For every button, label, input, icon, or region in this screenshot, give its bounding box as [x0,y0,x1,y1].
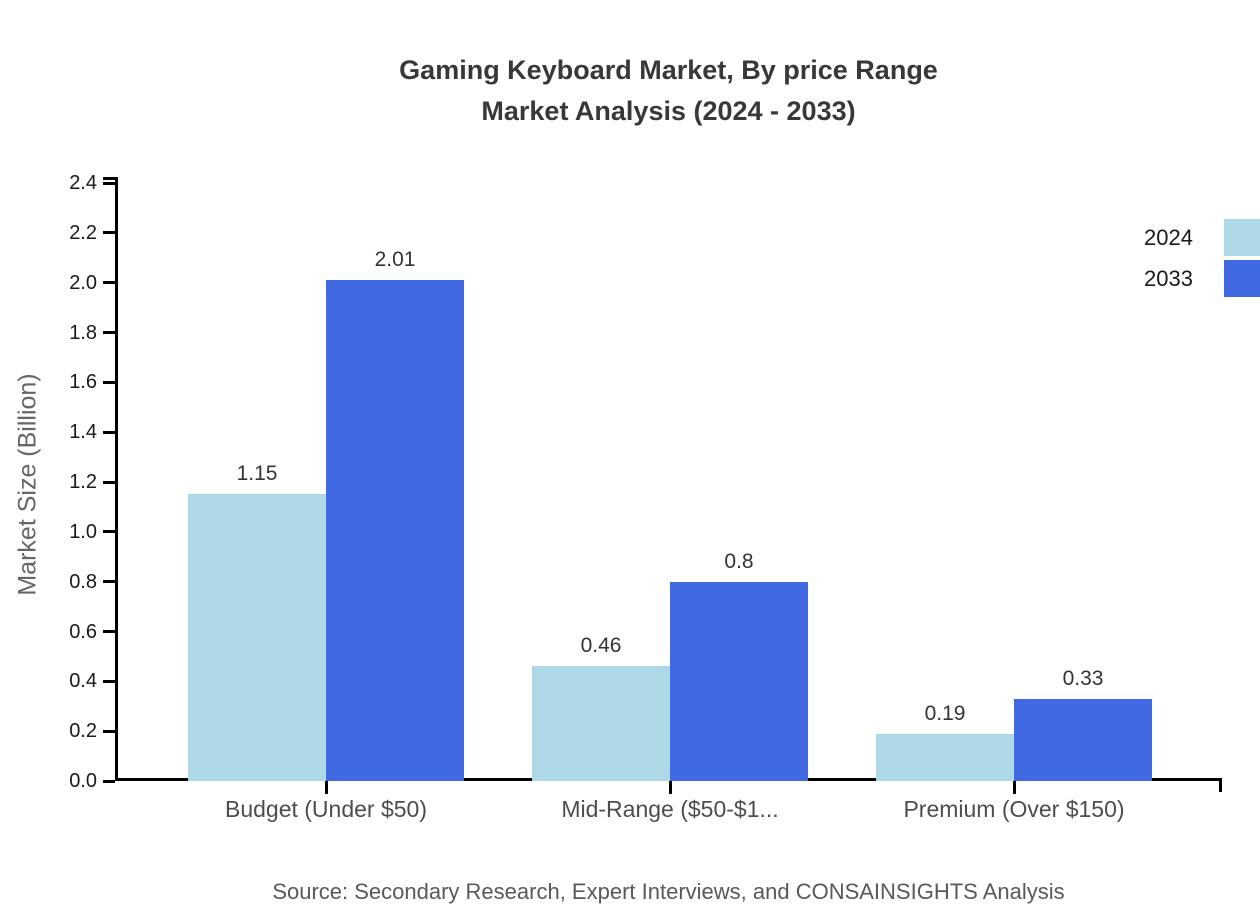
bar-2033-1[interactable] [670,581,808,781]
chart-title: Gaming Keyboard Market, By price Range M… [115,50,1222,132]
y-axis-tick-label: 1.6 [69,371,97,394]
legend-item-2024[interactable]: 2024 [1144,219,1260,256]
y-axis-tick-label: 0.6 [69,620,97,643]
y-axis-tick-label: 2.2 [69,221,97,244]
y-axis-tick [103,530,115,534]
bar-value-label: 0.19 [924,701,966,725]
legend-label-2033: 2033 [1144,265,1193,291]
y-axis-tick [103,331,115,334]
y-axis-top-cap [103,177,118,180]
x-axis-tick [668,781,672,794]
bar-value-label: 0.8 [724,549,754,573]
y-axis-tick [103,630,115,633]
bar-value-label: 2.01 [374,248,416,272]
x-axis-end-cap [1219,778,1222,792]
y-axis-tick-label: 2.4 [69,172,97,194]
legend-item-2033[interactable]: 2033 [1144,260,1260,297]
legend-label-2024: 2024 [1144,224,1193,250]
y-axis-tick [103,480,115,484]
x-axis-category-label: Mid-Range ($50-$1... [561,796,779,822]
y-axis-tick-label: 0.0 [69,770,97,792]
x-axis-category-label: Budget (Under $50) [224,796,427,822]
bar-value-label: 0.46 [580,634,622,658]
y-axis-tick [103,430,115,434]
y-axis-tick [103,779,115,783]
bar-2033-2[interactable] [1014,698,1152,781]
bar-value-label: 0.33 [1062,666,1104,690]
y-axis-tick-label: 0.8 [69,570,97,593]
x-axis-tick [1012,781,1016,794]
y-axis-tick-label: 0.4 [69,670,97,693]
legend: 2024 2033 [1144,219,1260,297]
y-axis-tick [103,181,115,185]
y-axis-tick [103,580,115,584]
bar-2024-2[interactable] [876,733,1014,781]
y-axis-tick-label: 1.8 [69,321,97,344]
y-axis-tick-label: 2.0 [69,271,97,294]
chart-title-line1: Gaming Keyboard Market, By price Range [399,55,938,85]
y-axis-tick [103,729,115,733]
bar-value-label: 1.15 [236,462,278,486]
y-axis-tick [103,281,115,285]
chart-title-line2: Market Analysis (2024 - 2033) [481,96,856,126]
legend-swatch-2024 [1224,219,1260,256]
bar-2033-0[interactable] [326,280,464,781]
x-axis-category-label: Premium (Over $150) [903,796,1125,822]
y-axis-line [115,177,118,781]
x-axis-tick [324,781,328,794]
legend-swatch-2033 [1224,260,1260,297]
y-axis-tick-label: 1.4 [69,421,97,444]
y-axis-tick [103,380,115,384]
bar-2024-0[interactable] [188,494,326,781]
bar-2024-1[interactable] [532,666,670,781]
source-note: Source: Secondary Research, Expert Inter… [272,879,1065,904]
y-axis-tick-label: 1.2 [69,471,97,493]
y-axis-tick-label: 0.2 [69,720,97,743]
y-axis-tick-label: 1.0 [69,520,97,543]
y-axis-tick [103,679,115,683]
y-axis-tick [103,231,115,235]
